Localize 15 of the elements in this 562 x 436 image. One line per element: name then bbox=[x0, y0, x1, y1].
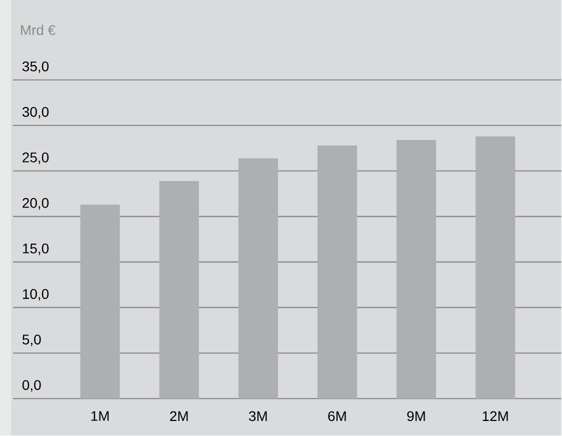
y-tick-label: 25,0 bbox=[22, 152, 49, 164]
x-tick-label: 6M bbox=[328, 411, 346, 422]
y-tick-label: 0,0 bbox=[22, 380, 41, 392]
y-tick-label: 20,0 bbox=[22, 198, 49, 210]
x-tick-label: 3M bbox=[248, 411, 267, 422]
y-tick-label: 10,0 bbox=[22, 289, 49, 301]
y-tick-label: 35,0 bbox=[22, 62, 49, 74]
x-tick-label: 9M bbox=[407, 411, 425, 422]
x-tick-label: 12M bbox=[482, 411, 508, 422]
y-tick-label: 15,0 bbox=[22, 244, 49, 256]
x-tick-label: 1M bbox=[91, 411, 109, 422]
y-tick-label: 5,0 bbox=[22, 334, 41, 346]
y-tick-label: 30,0 bbox=[22, 107, 49, 119]
x-tick-label: 2M bbox=[170, 411, 188, 422]
y-axis-title: Mrd € bbox=[21, 24, 56, 36]
